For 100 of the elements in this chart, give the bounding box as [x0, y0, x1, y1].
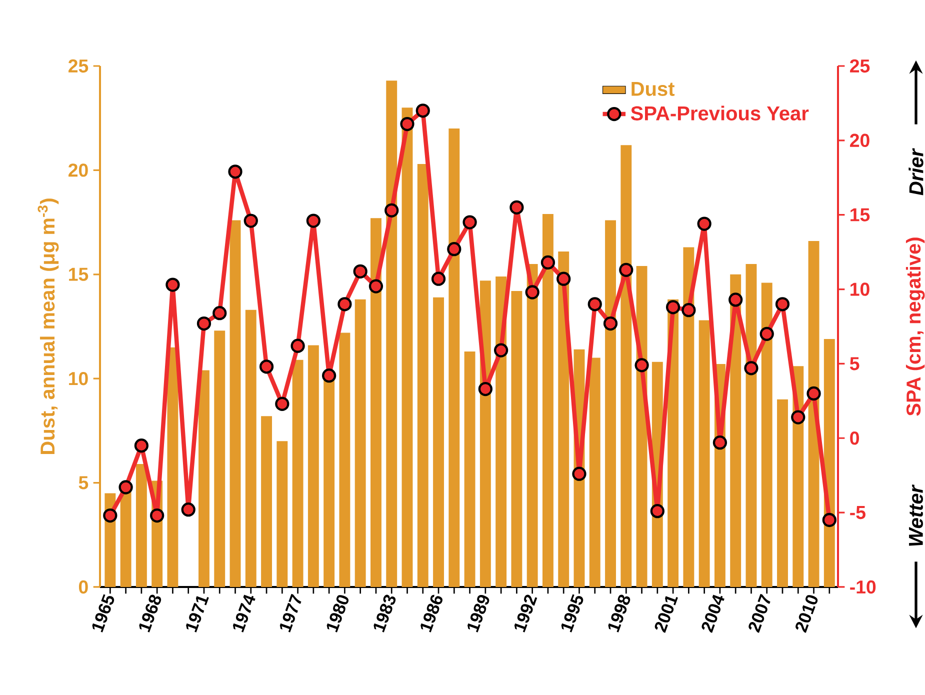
point	[322, 368, 336, 383]
point	[728, 292, 743, 307]
y-tick-label: 15	[69, 268, 88, 281]
text: Wetter	[909, 484, 923, 546]
bar	[620, 145, 632, 587]
x-tick-label: 1971	[186, 596, 209, 632]
point	[338, 297, 352, 312]
point	[806, 386, 821, 401]
bar	[276, 441, 288, 587]
bar	[605, 220, 616, 587]
y-tick-label: 25	[68, 59, 88, 73]
point	[103, 508, 118, 523]
point	[447, 242, 462, 256]
point	[212, 306, 227, 320]
x-tick-label: 1965	[92, 594, 114, 632]
point	[353, 264, 368, 278]
bar	[761, 282, 772, 587]
bar	[339, 332, 350, 587]
bar	[292, 360, 304, 587]
bar	[698, 320, 710, 587]
x-tick-label: 1995	[561, 594, 584, 632]
point	[822, 512, 836, 528]
y-tick-label: 20	[68, 164, 88, 177]
legend-label: SPA-Previous Year	[630, 106, 809, 120]
y2-tick-label: 10	[850, 282, 870, 296]
x-tick-label: 1974	[232, 594, 256, 632]
bar	[230, 220, 241, 587]
y-tick-label: 10	[69, 372, 88, 386]
point	[634, 358, 649, 372]
bar	[417, 164, 428, 587]
y2-tick-label: 5	[850, 357, 860, 370]
point	[650, 504, 664, 518]
bar	[464, 351, 476, 587]
point	[431, 272, 446, 286]
bar	[511, 291, 522, 587]
y2-tick-label: 20	[850, 134, 870, 148]
x-tick-label: 2010	[796, 595, 818, 633]
point	[134, 438, 149, 453]
bar	[324, 378, 335, 587]
point	[540, 255, 556, 270]
x-tick-label: 1977	[280, 594, 302, 632]
x-tick-label: 2007	[748, 594, 770, 633]
y2-tick-label: 25	[850, 59, 870, 73]
point	[510, 200, 524, 214]
y-tick-label: 0	[78, 580, 88, 594]
point	[775, 297, 790, 312]
point	[196, 316, 212, 331]
point	[525, 285, 540, 300]
bar	[542, 214, 554, 587]
point	[682, 303, 696, 318]
point	[181, 502, 196, 517]
point	[572, 466, 586, 481]
point	[744, 361, 758, 376]
bar	[589, 358, 600, 587]
x-tick-label: 1992	[514, 594, 538, 632]
x-tick-label: 2004	[702, 594, 724, 633]
bar	[120, 491, 132, 587]
x-tick-label: 1989	[468, 595, 490, 632]
point	[368, 279, 384, 294]
x-tick-label: 1980	[326, 595, 349, 632]
bar	[777, 399, 788, 587]
point	[306, 214, 320, 228]
y2-tick-label: 0	[850, 432, 859, 445]
point	[275, 396, 290, 411]
point	[259, 360, 274, 374]
bar	[245, 310, 256, 587]
point	[150, 508, 164, 523]
bar	[136, 464, 147, 587]
x-tick-label: 1986	[420, 594, 442, 632]
bar	[354, 299, 366, 587]
point	[603, 316, 618, 331]
bar	[386, 80, 398, 587]
bar	[448, 128, 460, 587]
x-tick-label: 1968	[139, 594, 162, 632]
bar	[308, 345, 319, 587]
y2-tick-label: -5	[850, 506, 866, 520]
point	[166, 278, 180, 292]
y2-tick-label: -10	[850, 580, 876, 594]
point	[228, 164, 242, 179]
bar	[198, 370, 210, 587]
y-tick-label: 5	[78, 476, 88, 490]
point	[290, 338, 305, 353]
bar	[261, 416, 272, 587]
point	[478, 382, 492, 396]
point	[416, 104, 430, 118]
bar	[167, 347, 178, 587]
y-axis-title: Dust, annual mean (μg m$^{-3}$)	[38, 198, 59, 454]
x-tick-label: 2001	[654, 596, 678, 633]
bar	[683, 247, 694, 587]
point	[666, 300, 680, 314]
bar	[433, 297, 444, 587]
x-tick-label: 1983	[374, 594, 396, 632]
point	[619, 262, 634, 277]
point	[697, 216, 712, 231]
bar	[526, 264, 538, 587]
bar	[746, 264, 757, 587]
text: Drier	[908, 148, 924, 196]
y2-axis-title: SPA (cm, negative)	[906, 238, 925, 416]
point	[556, 272, 571, 286]
point	[118, 480, 133, 494]
